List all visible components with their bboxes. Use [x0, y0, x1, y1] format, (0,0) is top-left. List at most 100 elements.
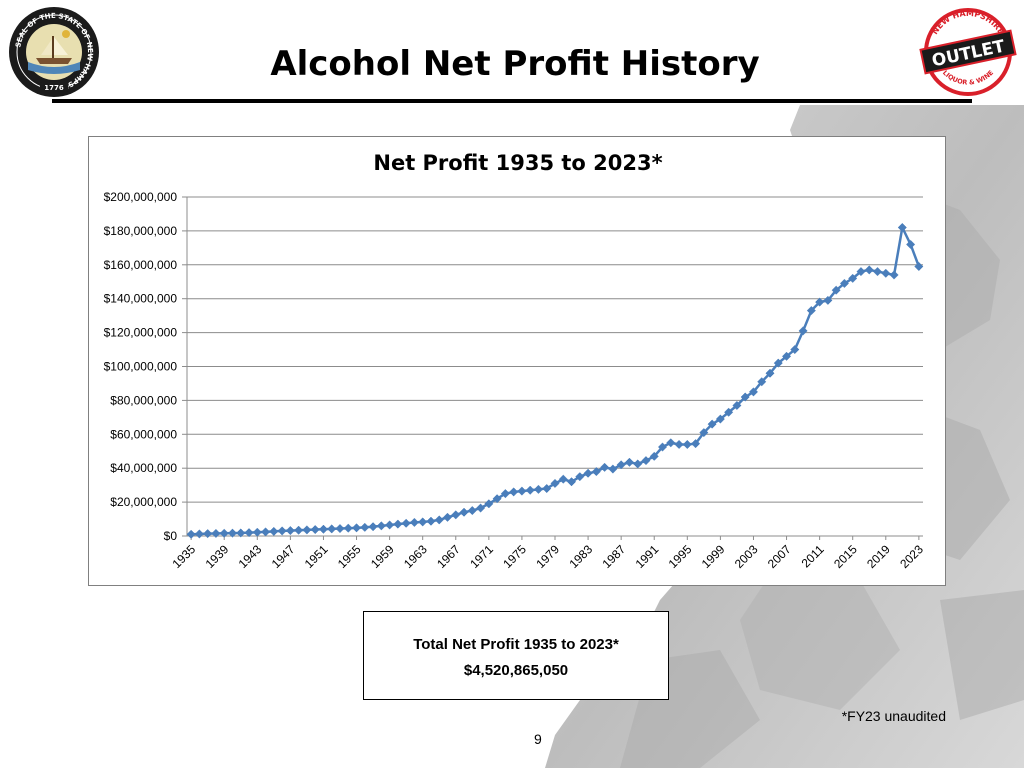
data-point [657, 442, 668, 452]
x-tick-label: 2015 [831, 542, 860, 571]
data-point [558, 474, 568, 484]
data-point [633, 459, 643, 469]
page-number: 9 [534, 731, 542, 747]
data-point [385, 520, 395, 530]
data-point [476, 503, 486, 513]
x-tick-label: 1991 [633, 542, 662, 571]
x-tick-label: 1967 [434, 542, 463, 571]
y-tick-label: $120,000,000 [104, 326, 178, 340]
data-point [889, 270, 899, 280]
data-point [492, 494, 502, 504]
total-net-profit-label: Total Net Profit 1935 to 2023* [413, 636, 619, 653]
nh-liquor-outlet-logo: NEW HAMPSHIRE OUTLET LIQUOR & WINE [919, 8, 1017, 96]
x-tick-label: 1963 [401, 542, 430, 571]
data-point [318, 524, 329, 534]
data-point [484, 499, 494, 509]
data-point [864, 265, 874, 275]
data-point [327, 524, 337, 534]
data-point [897, 222, 907, 233]
data-point [881, 268, 891, 278]
x-tick-label: 1943 [236, 542, 265, 571]
data-point [542, 483, 552, 494]
data-point [872, 267, 883, 277]
x-tick-label: 1971 [467, 542, 496, 571]
data-point [732, 400, 742, 411]
data-point [790, 344, 800, 355]
data-point [815, 297, 825, 307]
data-point [467, 506, 477, 516]
x-tick-label: 1935 [169, 542, 198, 571]
data-point [624, 457, 634, 467]
data-point [641, 456, 651, 466]
data-point [550, 478, 560, 489]
data-point [914, 261, 924, 272]
total-net-profit-box: Total Net Profit 1935 to 2023* $4,520,86… [363, 611, 669, 700]
data-point [219, 528, 229, 538]
data-point [186, 529, 196, 539]
data-point [707, 419, 717, 429]
data-point [261, 527, 271, 537]
data-point [608, 464, 618, 474]
data-point [839, 278, 849, 288]
data-point [434, 515, 444, 525]
net-profit-chart: Net Profit 1935 to 2023* $0 $20,000,000 $4… [88, 136, 946, 586]
data-point [765, 368, 775, 378]
data-point [368, 522, 378, 532]
data-point [459, 507, 469, 517]
data-point [682, 439, 692, 450]
y-tick-label: $140,000,000 [104, 292, 178, 306]
data-point [517, 486, 527, 496]
data-point [740, 392, 750, 402]
y-tick-label: $0 [164, 529, 178, 543]
data-point [351, 523, 362, 533]
y-tick-label: $60,000,000 [110, 427, 177, 441]
data-point [401, 518, 411, 528]
data-point [343, 523, 353, 533]
data-point [748, 387, 759, 397]
data-point [649, 451, 659, 461]
data-point [798, 326, 808, 336]
x-tick-label: 2003 [732, 542, 761, 571]
x-tick-label: 1999 [699, 542, 728, 571]
x-tick-label: 1959 [368, 542, 397, 571]
y-tick-label: $20,000,000 [110, 495, 177, 509]
data-point [302, 525, 312, 535]
data-point [566, 477, 577, 487]
data-point [757, 377, 767, 387]
x-tick-label: 2011 [799, 542, 827, 570]
x-tick-label: 1975 [500, 542, 529, 571]
x-tick-label: 1951 [302, 542, 331, 571]
data-point [203, 529, 213, 539]
seal-year-text: 1776 [44, 84, 64, 92]
data-point [500, 489, 510, 499]
data-point [831, 285, 841, 295]
data-point [360, 522, 370, 532]
data-point [285, 526, 295, 536]
x-tick-label: 2023 [897, 542, 926, 571]
y-tick-label: $200,000,000 [104, 190, 178, 204]
y-tick-label: $160,000,000 [104, 258, 178, 272]
data-point [806, 306, 816, 316]
y-tick-label: $40,000,000 [110, 461, 177, 475]
data-point [525, 485, 535, 495]
data-point [575, 472, 585, 482]
chart-plot-area: $0 $20,000,000 $40,000,000 $60,000,000 $80,0… [104, 190, 927, 571]
chart-title: Net Profit 1935 to 2023* [373, 151, 663, 175]
data-point [509, 487, 519, 497]
unaudited-footnote: *FY23 unaudited [841, 708, 946, 724]
data-point [616, 460, 626, 470]
x-tick-label: 1955 [335, 542, 364, 571]
data-point [823, 295, 833, 305]
y-tick-label: $180,000,000 [104, 224, 178, 238]
data-point [674, 439, 684, 450]
data-point [906, 239, 916, 250]
x-tick-label: 1979 [533, 542, 562, 571]
data-point [409, 517, 419, 527]
data-point [691, 439, 701, 449]
title-divider [52, 99, 972, 103]
data-point [451, 510, 461, 520]
data-point [269, 526, 279, 536]
state-seal-logo: SEAL OF THE STATE OF NEW HAMPSHIRE 1776 [9, 7, 99, 97]
data-point [393, 519, 403, 529]
x-tick-label: 1939 [203, 542, 232, 571]
